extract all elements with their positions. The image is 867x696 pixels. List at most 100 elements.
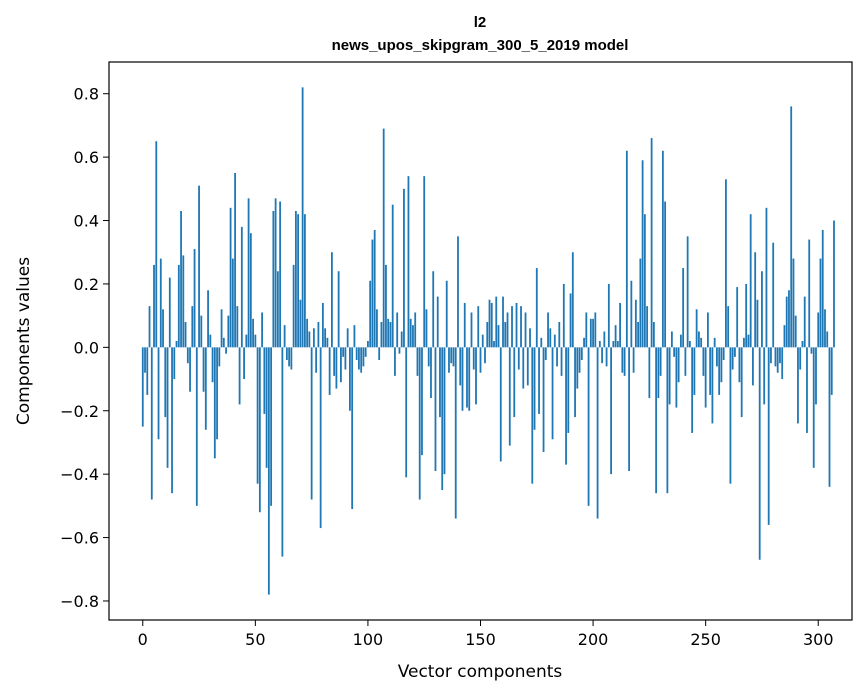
bar-264 <box>736 287 739 348</box>
bar-89 <box>342 347 345 357</box>
bar-45 <box>243 347 245 380</box>
bar-227 <box>652 321 655 348</box>
bar-222 <box>641 160 644 348</box>
bar-96 <box>358 347 360 370</box>
chart-title-line1: l2 <box>474 14 487 31</box>
bar-6 <box>155 141 158 348</box>
bar-209 <box>612 341 615 348</box>
bar-20 <box>186 347 189 364</box>
bar-176 <box>538 347 540 414</box>
bar-97 <box>360 347 363 373</box>
bar-70 <box>299 299 302 348</box>
bar-164 <box>511 306 513 348</box>
bar-131 <box>436 296 439 348</box>
bar-115 <box>400 331 403 348</box>
bar-128 <box>430 347 432 399</box>
bar-47 <box>247 198 250 348</box>
bar-182 <box>551 347 554 440</box>
bar-94 <box>353 325 356 348</box>
bar-194 <box>578 347 581 373</box>
y-tick-label: 0.2 <box>74 275 99 294</box>
bar-269 <box>747 334 750 348</box>
bar-165 <box>513 347 516 418</box>
bar-144 <box>466 347 468 408</box>
bar-228 <box>655 347 658 494</box>
bar-178 <box>542 347 545 452</box>
bar-69 <box>297 214 300 348</box>
bars-group <box>141 87 835 595</box>
bar-18 <box>182 255 185 348</box>
bar-188 <box>565 347 567 465</box>
bar-22 <box>191 306 194 348</box>
x-tick-label: 250 <box>690 630 721 649</box>
bar-104 <box>376 309 378 348</box>
bar-153 <box>486 321 489 348</box>
bar-167 <box>517 347 520 370</box>
bar-261 <box>729 347 732 484</box>
bar-110 <box>389 321 392 348</box>
bar-3 <box>148 306 151 348</box>
bar-139 <box>454 347 457 519</box>
bar-245 <box>693 347 696 395</box>
bar-267 <box>743 337 745 348</box>
bar-26 <box>200 315 203 348</box>
bar-64 <box>285 347 288 361</box>
bar-71 <box>301 87 304 348</box>
bar-217 <box>630 280 633 348</box>
bar-58 <box>272 211 275 348</box>
bar-201 <box>594 312 597 348</box>
bar-12 <box>168 277 171 348</box>
bar-282 <box>776 347 779 373</box>
bar-141 <box>459 347 462 386</box>
bar-67 <box>292 264 295 348</box>
bar-204 <box>601 347 603 364</box>
bar-216 <box>628 347 630 471</box>
chart-title-line2: news_upos_skipgram_300_5_2019 model <box>332 37 629 54</box>
bar-29 <box>207 290 209 348</box>
bar-23 <box>193 249 196 348</box>
bar-306 <box>830 347 833 395</box>
bar-286 <box>785 296 788 348</box>
bar-150 <box>479 347 482 373</box>
bar-14 <box>173 347 176 380</box>
x-tick-label: 50 <box>245 630 265 649</box>
bar-260 <box>727 306 730 348</box>
bar-34 <box>218 347 221 367</box>
bar-90 <box>344 347 347 370</box>
y-tick-label: −0.8 <box>60 592 99 611</box>
bar-296 <box>808 239 811 348</box>
bar-59 <box>274 198 277 348</box>
bar-57 <box>270 347 273 506</box>
bar-93 <box>351 347 354 510</box>
bar-171 <box>526 347 529 386</box>
bar-254 <box>713 337 716 348</box>
bar-212 <box>619 302 621 348</box>
bar-147 <box>472 347 475 370</box>
bar-17 <box>180 211 182 348</box>
bar-35 <box>220 309 223 348</box>
bar-87 <box>337 271 340 348</box>
bar-195 <box>580 347 583 361</box>
bar-186 <box>560 347 563 376</box>
bar-111 <box>391 204 394 348</box>
bar-252 <box>709 347 712 395</box>
bar-91 <box>346 328 349 348</box>
bar-13 <box>171 347 173 494</box>
bar-219 <box>634 299 637 348</box>
bar-215 <box>625 150 628 348</box>
bar-184 <box>556 347 558 367</box>
bar-151 <box>481 334 484 348</box>
bar-50 <box>254 334 257 348</box>
bar-161 <box>504 321 507 348</box>
bar-92 <box>349 347 351 411</box>
bar-206 <box>605 347 608 367</box>
bar-43 <box>238 347 241 405</box>
bar-200 <box>592 318 594 348</box>
y-axis-label: Components values <box>14 257 34 425</box>
bar-78 <box>317 321 320 348</box>
bar-243 <box>688 341 691 348</box>
y-tick-label: 0.0 <box>74 338 99 357</box>
bar-88 <box>340 347 342 383</box>
bar-289 <box>792 258 795 348</box>
